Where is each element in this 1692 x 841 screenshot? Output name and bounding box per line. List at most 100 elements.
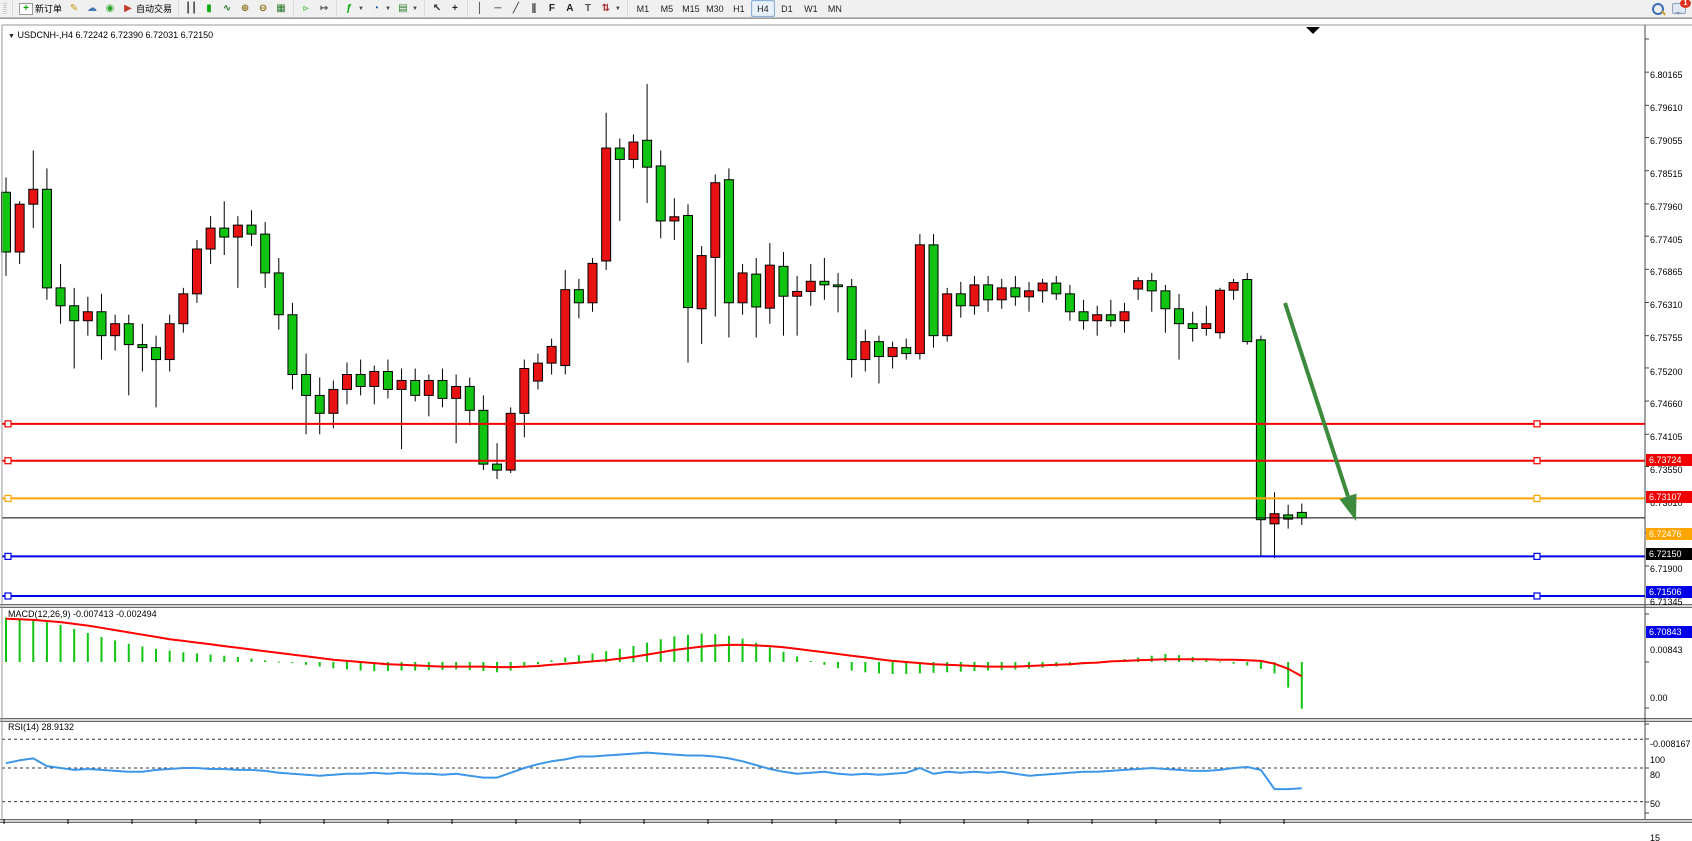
- bear-candle: [1051, 282, 1062, 295]
- bull-candle: [764, 264, 775, 309]
- macd-bar: [864, 662, 867, 673]
- line-handle[interactable]: [1533, 552, 1541, 560]
- line-handle[interactable]: [1533, 494, 1541, 503]
- tile-windows-button[interactable]: ▦: [272, 0, 290, 17]
- bear-candle: [955, 293, 966, 307]
- line-handle[interactable]: [4, 494, 12, 503]
- horizontal-line-button[interactable]: ─: [489, 0, 507, 17]
- crosshair-button[interactable]: +: [446, 0, 464, 17]
- bear-candle: [833, 284, 844, 288]
- bar-chart-button[interactable]: ┃┃: [182, 0, 200, 17]
- line-handle[interactable]: [4, 420, 12, 428]
- line-chart-icon: ∿: [222, 2, 232, 14]
- macd-indicator-label: MACD(12,26,9) -0.007413 -0.002494: [8, 609, 157, 619]
- macd-bar: [195, 653, 198, 662]
- timeframe-m30-button[interactable]: M30: [706, 3, 724, 14]
- panel-separator[interactable]: [0, 819, 1692, 823]
- timeframe-h1-button[interactable]: H1: [733, 3, 745, 14]
- toolbar-gripper[interactable]: [3, 2, 7, 15]
- templates-button[interactable]: ▤ ▼: [394, 0, 421, 17]
- bull-candle: [710, 182, 721, 258]
- bull-candle: [628, 141, 639, 160]
- line-handle[interactable]: [1533, 592, 1541, 600]
- text-icon: A: [566, 2, 574, 14]
- community-button[interactable]: ☁: [83, 0, 101, 17]
- bull-candle: [696, 255, 707, 310]
- bull-candle: [1133, 280, 1144, 290]
- chart-shift-icon: ↦: [319, 2, 329, 14]
- bull-candle: [669, 216, 680, 222]
- fibonacci-icon: F: [548, 2, 555, 14]
- new-order-button[interactable]: + 新订单: [16, 0, 65, 17]
- metaeditor-icon: ✎: [69, 2, 79, 14]
- timeframe-mn-button[interactable]: MN: [827, 3, 842, 14]
- search-icon[interactable]: [1652, 2, 1664, 15]
- zoom-in-button[interactable]: ⊕: [236, 0, 254, 17]
- auto-scroll-button[interactable]: ▹: [297, 0, 315, 17]
- rsi-axis-label: 100: [1650, 755, 1666, 765]
- bear-candle: [723, 179, 734, 304]
- macd-axis-label: 0.00843: [1650, 645, 1683, 655]
- bear-candle: [846, 286, 857, 361]
- bull-candle: [1037, 282, 1048, 292]
- bear-candle: [314, 394, 325, 414]
- fibonacci-button[interactable]: F: [543, 0, 561, 17]
- macd-bar: [605, 651, 608, 662]
- bull-candle: [1228, 281, 1239, 291]
- autotrading-button[interactable]: ▶ 自动交易: [119, 0, 175, 17]
- chat-icon[interactable]: 1: [1672, 0, 1691, 15]
- collapse-triangle-icon[interactable]: ▼: [8, 33, 15, 40]
- dropdown-arrow-icon[interactable]: ▼: [384, 5, 391, 12]
- cursor-button[interactable]: ↖: [428, 0, 446, 17]
- bear-candle: [1160, 290, 1171, 310]
- metaeditor-button[interactable]: ✎: [65, 0, 83, 17]
- timeframe-m15-button[interactable]: M15: [682, 3, 700, 14]
- dropdown-arrow-icon[interactable]: ▼: [358, 5, 364, 12]
- line-chart-button[interactable]: ∿: [218, 0, 236, 17]
- macd-bar: [100, 636, 103, 662]
- chart-plot-area[interactable]: [0, 19, 1692, 841]
- indicators-button[interactable]: ƒ ▼: [340, 0, 367, 17]
- vertical-line-button[interactable]: │: [471, 0, 489, 17]
- line-handle[interactable]: [1533, 457, 1541, 465]
- arrows-button[interactable]: ⇅ ▼: [597, 0, 624, 17]
- timeframe-m5-button[interactable]: M5: [660, 3, 674, 14]
- macd-bar: [618, 648, 621, 662]
- dropdown-arrow-icon[interactable]: ▼: [411, 5, 418, 12]
- price-tick-label: 6.79055: [1650, 136, 1683, 146]
- timeframe-h4-button[interactable]: H4: [750, 0, 775, 17]
- timeframe-m1-button[interactable]: M1: [636, 3, 650, 14]
- dropdown-arrow-icon[interactable]: ▼: [614, 5, 621, 12]
- down-arrow-head[interactable]: [1339, 493, 1357, 521]
- timeframe-w1-button[interactable]: W1: [804, 3, 818, 14]
- line-handle[interactable]: [4, 552, 12, 560]
- bull-candle: [887, 347, 898, 358]
- panel-separator[interactable]: [0, 718, 1692, 722]
- bull-candle: [519, 368, 530, 414]
- line-handle[interactable]: [1533, 420, 1541, 428]
- trendline-button[interactable]: ╱: [507, 0, 525, 17]
- periods-button[interactable]: ◔ ▼: [367, 0, 394, 17]
- bear-candle: [655, 165, 666, 222]
- timeframe-d1-button[interactable]: D1: [781, 3, 793, 14]
- macd-bar: [727, 635, 730, 662]
- macd-bar: [1300, 662, 1303, 709]
- chart-shift-marker[interactable]: [1306, 27, 1320, 34]
- zoom-out-button[interactable]: ⊖: [254, 0, 272, 17]
- macd-bar: [877, 662, 880, 674]
- bull-candle: [328, 388, 339, 414]
- candlestick-button[interactable]: ▮: [200, 0, 218, 17]
- bull-candle: [1201, 323, 1212, 329]
- signals-button[interactable]: ◉: [101, 0, 119, 17]
- panel-separator[interactable]: [0, 604, 1692, 608]
- macd-bar: [305, 662, 308, 665]
- text-label-button[interactable]: T: [579, 0, 597, 17]
- chart-shift-button[interactable]: ↦: [315, 0, 333, 17]
- line-handle[interactable]: [4, 457, 12, 465]
- trendline-icon: ╱: [512, 2, 519, 14]
- text-button[interactable]: A: [561, 0, 579, 17]
- channel-button[interactable]: ∥: [525, 0, 543, 17]
- tile-windows-icon: ▦: [276, 2, 286, 14]
- macd-bar: [291, 662, 294, 664]
- line-handle[interactable]: [4, 592, 12, 600]
